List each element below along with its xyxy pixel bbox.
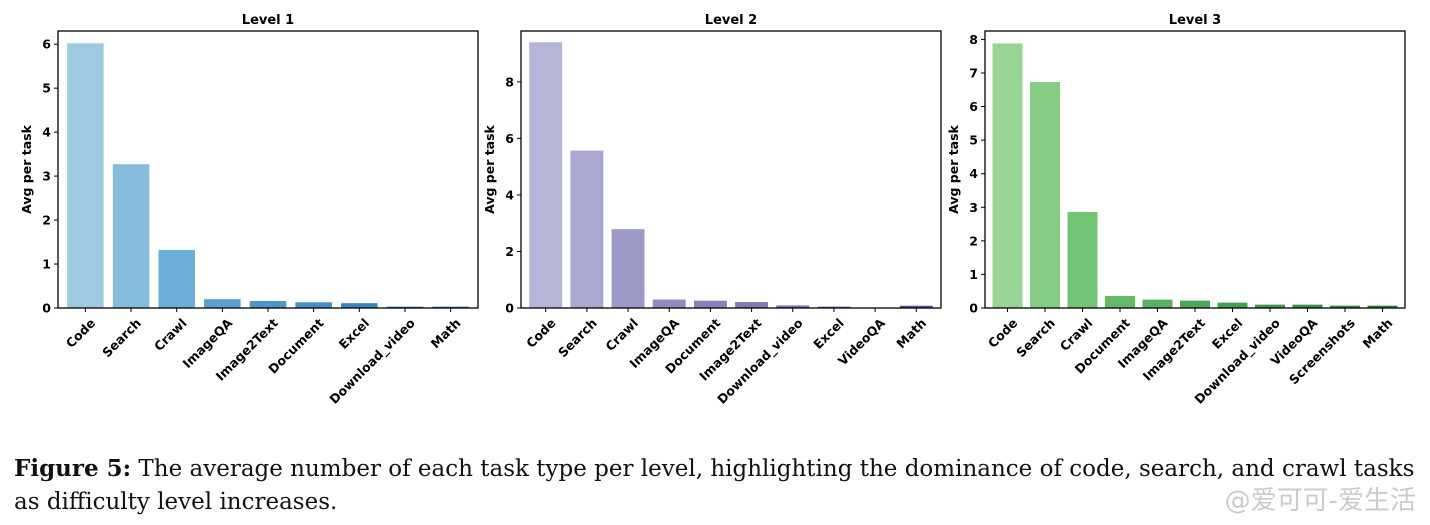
bar-download-video: [386, 306, 424, 308]
y-tick-label: 2: [42, 213, 51, 228]
chart-title: Level 3: [1169, 13, 1221, 28]
x-tick-label: Search: [555, 315, 600, 360]
y-tick-label: 3: [969, 200, 978, 215]
bar-code: [67, 43, 104, 309]
panel-level-1: Level 1 Avg per task 0 1 2 3 4 5 6 Code Search Craw…: [19, 13, 479, 407]
figure-caption: Figure 5: The average number of each tas…: [14, 452, 1419, 519]
bar-search: [570, 150, 604, 308]
bar-code: [992, 43, 1023, 308]
bar-document: [693, 300, 727, 308]
y-tick-label: 6: [505, 131, 514, 146]
bar-image2text: [735, 302, 769, 308]
bar-imageqa: [204, 299, 241, 308]
x-tick-label: Code: [63, 315, 98, 350]
y-axis-label: Avg per task: [19, 124, 34, 213]
x-tick-label: Search: [1013, 315, 1058, 360]
x-tick-label: Math: [1360, 315, 1396, 351]
x-tick-label: Code: [523, 315, 558, 350]
x-tick-label: Crawl: [151, 315, 190, 354]
bar-document: [295, 302, 332, 308]
bar-imageqa: [652, 299, 686, 308]
y-tick-label: 4: [42, 125, 51, 140]
bar-excel: [817, 306, 851, 308]
bar-search: [1030, 82, 1060, 308]
x-tick-label: Math: [893, 315, 929, 351]
bar-download-video: [1255, 304, 1285, 308]
x-tick-label: Search: [99, 315, 144, 360]
y-tick-label: 2: [969, 233, 978, 248]
bar-imageqa: [1142, 299, 1173, 308]
x-tick-label: Math: [428, 315, 464, 351]
bar-math: [432, 306, 469, 308]
watermark: @爱可可-爱生活: [1224, 486, 1416, 516]
y-tick-label: 0: [42, 301, 51, 316]
y-tick-label: 0: [969, 301, 978, 316]
x-tick-label: Screenshots: [1286, 315, 1358, 387]
y-tick-label: 8: [969, 32, 978, 47]
plot-frame: [57, 30, 479, 309]
y-tick-label: 4: [969, 166, 978, 181]
x-tick-label: Excel: [336, 315, 373, 352]
bar-crawl: [158, 249, 195, 308]
plot-frame: [984, 30, 1406, 309]
y-tick-label: 5: [42, 81, 51, 96]
bar-math: [899, 305, 933, 308]
x-tick-label: Crawl: [602, 315, 641, 354]
y-tick-label: 6: [969, 99, 978, 114]
y-tick-label: 0: [505, 301, 514, 316]
bar-math: [1367, 305, 1398, 308]
bar-image2text: [1180, 300, 1210, 308]
y-tick-label: 5: [969, 133, 978, 148]
y-tick-label: 4: [505, 187, 514, 202]
y-tick-label: 1: [969, 267, 978, 282]
bar-code: [529, 42, 563, 308]
bar-download-video: [776, 305, 810, 308]
chart-title: Level 1: [242, 13, 294, 28]
x-tick-label: Excel: [810, 315, 847, 352]
y-tick-label: 2: [505, 244, 514, 259]
y-axis-label: Avg per task: [482, 124, 497, 213]
y-tick-label: 8: [505, 74, 514, 89]
bar-excel: [1217, 302, 1248, 308]
y-tick-label: 7: [969, 65, 978, 80]
chart-title: Level 2: [705, 13, 757, 28]
bar-search: [112, 164, 150, 308]
bar-crawl: [611, 229, 645, 308]
y-tick-label: 3: [42, 169, 51, 184]
caption-label: Figure 5:: [14, 455, 132, 482]
bar-image2text: [249, 300, 287, 308]
y-tick-label: 1: [42, 257, 51, 272]
x-tick-label: Download_video: [326, 315, 418, 407]
bar-document: [1105, 295, 1135, 308]
caption-text: The average number of each task type per…: [14, 456, 1415, 515]
y-tick-label: 6: [42, 37, 51, 52]
bar-videoqa: [1292, 304, 1323, 308]
plot-frame: [520, 30, 942, 309]
x-tick-label: Code: [985, 315, 1020, 350]
bar-crawl: [1067, 211, 1098, 308]
bar-excel: [341, 303, 378, 308]
y-axis-label: Avg per task: [946, 124, 961, 213]
bar-screenshots: [1330, 305, 1360, 308]
